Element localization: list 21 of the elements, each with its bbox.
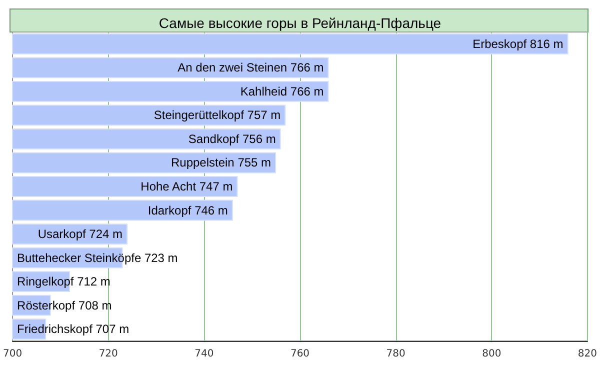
data-label: Friedrichskopf 707 m	[17, 322, 130, 336]
data-label: Sandkopf 756 m	[188, 132, 276, 146]
x-tick-label: 720	[98, 348, 118, 360]
data-label: Hohe Acht 747 m	[140, 180, 233, 194]
data-label: Ruppelstein 755 m	[170, 156, 272, 170]
data-label: An den zwei Steinen 766 m	[178, 60, 324, 75]
x-tick-label: 760	[290, 348, 310, 360]
data-label: Kahlheid 766 m	[240, 84, 324, 98]
x-tick-label: 740	[194, 348, 214, 360]
data-label: Idarkopf 746 m	[148, 203, 228, 218]
data-label: Buttehecker Steinköpfe 723 m	[17, 250, 178, 265]
x-tick-label: 700	[2, 348, 22, 360]
data-label: Steingerüttelkopf 757 m	[154, 108, 281, 122]
data-label: Ringelkopf 712 m	[17, 274, 110, 289]
data-label: Erbeskopf 816 m	[472, 36, 564, 51]
chart-title: Самые высокие горы в Рейнланд-Пфальце	[158, 15, 442, 31]
x-tick-label: 820	[578, 348, 598, 360]
x-tick-label: 780	[386, 348, 406, 360]
data-label: Rösterkopf 708 m	[17, 298, 112, 312]
x-tick-label: 800	[482, 348, 502, 360]
data-label: Usarkopf 724 m	[38, 227, 123, 242]
